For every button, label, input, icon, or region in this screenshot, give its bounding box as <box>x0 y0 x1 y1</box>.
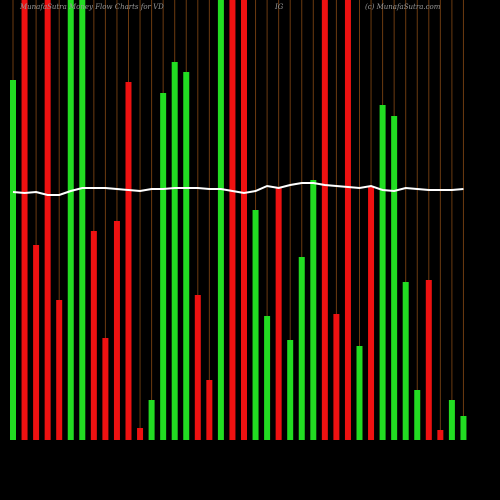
bar <box>368 186 375 440</box>
bar <box>10 80 16 440</box>
bar <box>448 400 455 440</box>
bar <box>206 380 213 440</box>
bar <box>217 0 224 440</box>
bar <box>90 231 97 440</box>
bar <box>56 300 63 440</box>
bar <box>275 188 282 440</box>
bar <box>310 180 317 440</box>
bar <box>344 0 351 440</box>
chart-title-right: (c) MunafaSutra.com <box>365 3 441 11</box>
bar <box>79 0 86 440</box>
price-line <box>12 182 464 196</box>
bar <box>148 400 155 440</box>
bar <box>113 221 120 440</box>
bar <box>321 0 328 440</box>
bar <box>183 72 190 440</box>
bar <box>241 0 247 440</box>
bar <box>160 93 167 440</box>
bar <box>21 0 28 440</box>
bar <box>379 105 386 440</box>
bar <box>437 430 444 440</box>
bar <box>171 62 178 440</box>
chart-title: MunafaSutra Money Flow Charts for VD <box>19 3 164 11</box>
bar <box>298 257 305 440</box>
bar <box>125 82 132 440</box>
bar <box>102 338 109 440</box>
bar <box>44 0 51 440</box>
bar <box>137 428 144 440</box>
bar <box>67 0 74 440</box>
bar <box>402 282 409 440</box>
bar <box>264 316 271 440</box>
bar <box>414 390 421 440</box>
bar <box>229 0 236 440</box>
bar <box>33 245 40 440</box>
bar <box>425 280 432 440</box>
bar <box>252 210 259 440</box>
bar <box>333 314 340 440</box>
bar <box>391 116 398 440</box>
bar <box>194 295 201 440</box>
bar <box>356 346 363 440</box>
bar <box>460 416 467 440</box>
chart-title-mid: IG <box>274 3 284 11</box>
bar <box>287 340 294 440</box>
